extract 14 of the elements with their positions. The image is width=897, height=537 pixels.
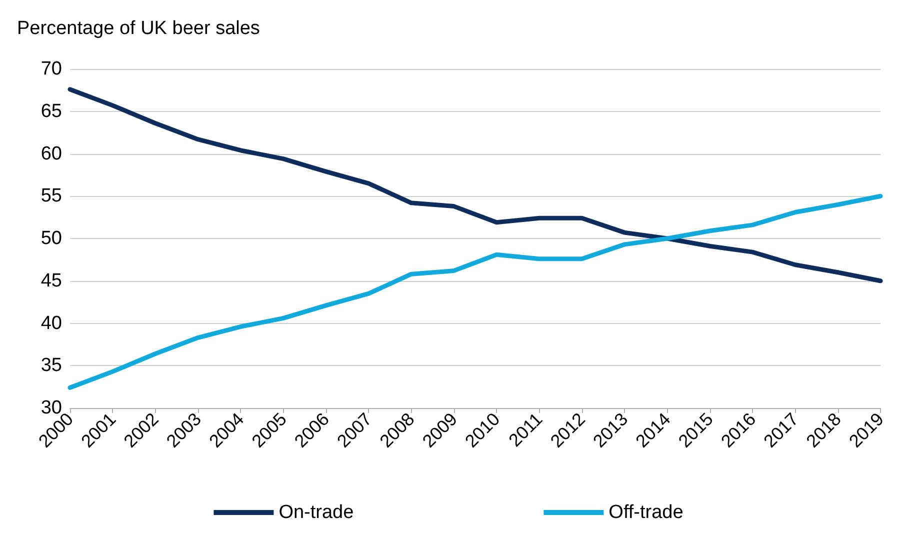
- legend-label: On-trade: [278, 502, 354, 523]
- y-tick-label: 30: [40, 398, 62, 418]
- y-tick-label: 35: [40, 355, 62, 376]
- line-series: [68, 87, 883, 284]
- y-tick-label: 40: [40, 312, 62, 334]
- y-tick-label: 55: [40, 186, 62, 207]
- y-tick-label: 50: [40, 228, 62, 249]
- y-tick-label: 60: [40, 143, 62, 164]
- y-tick-label: 65: [40, 100, 62, 122]
- y-axis-title: Percentage of UK beer sales: [17, 18, 260, 39]
- y-tick-label: 45: [40, 270, 62, 292]
- y-tick-label: 70: [40, 58, 62, 80]
- line-series: [68, 194, 883, 390]
- legend-label: Off-trade: [608, 502, 684, 523]
